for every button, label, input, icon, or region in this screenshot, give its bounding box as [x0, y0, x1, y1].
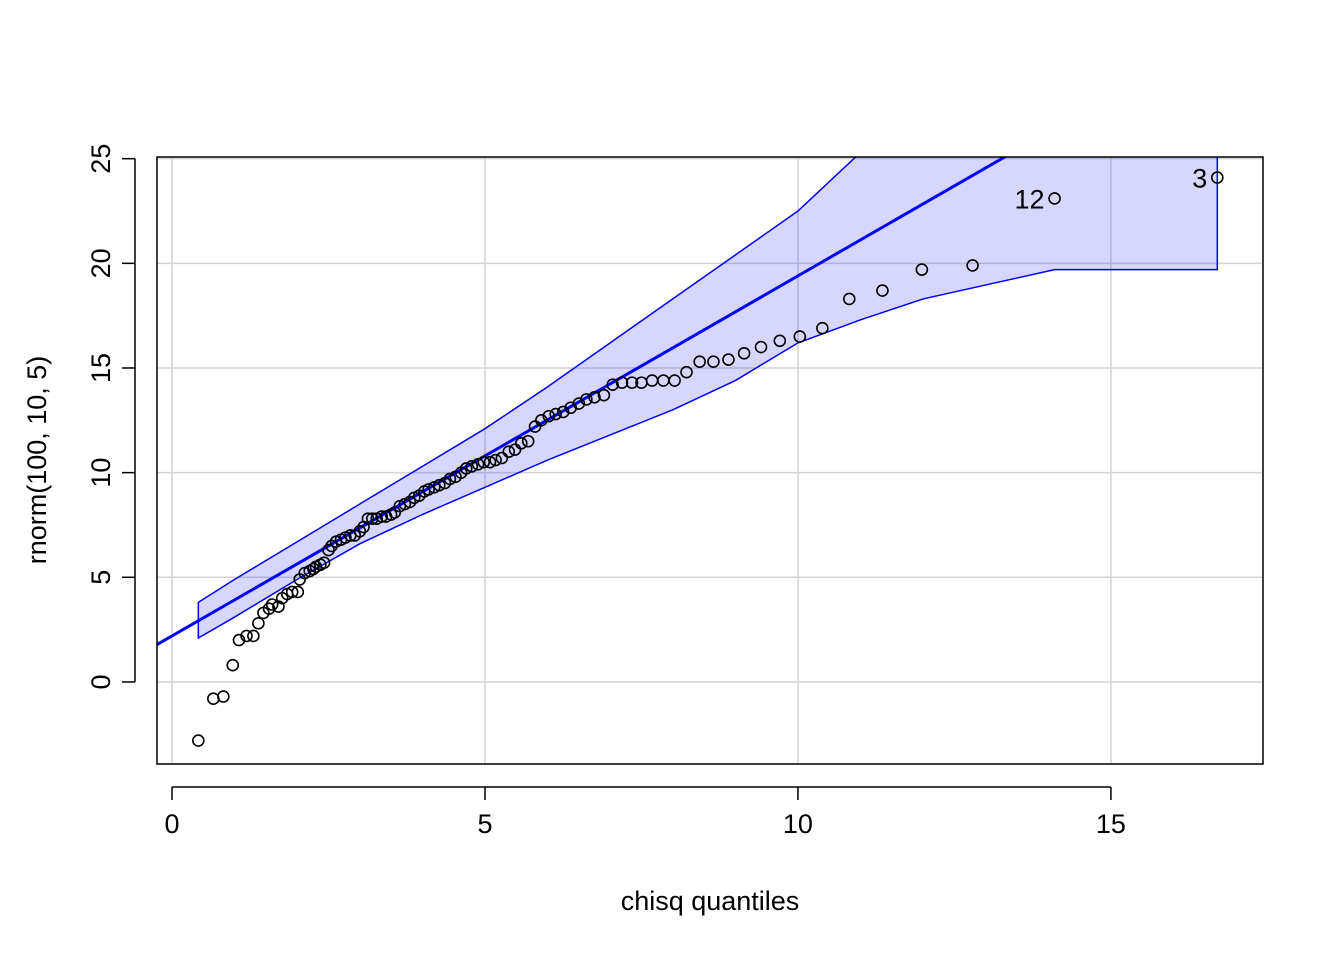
point — [192, 734, 205, 747]
point — [754, 340, 768, 354]
point — [625, 376, 639, 389]
point — [693, 355, 706, 369]
point — [1211, 171, 1224, 184]
point — [422, 483, 435, 496]
point — [668, 374, 681, 387]
point — [207, 692, 220, 705]
x-axis-label: chisq quantiles — [621, 886, 800, 916]
point — [489, 453, 502, 467]
point — [722, 353, 735, 366]
point — [842, 292, 856, 306]
y-tick-label: 20 — [86, 248, 116, 278]
point — [816, 321, 829, 335]
x-tick-label: 15 — [1096, 809, 1126, 839]
plot-area — [157, 157, 1224, 747]
point — [615, 376, 629, 389]
point — [325, 539, 338, 553]
point — [471, 457, 485, 471]
point — [247, 629, 260, 643]
point — [915, 263, 929, 276]
point — [1048, 192, 1061, 205]
y-axis-label: rnorm(100, 10, 5) — [22, 356, 52, 565]
point — [588, 390, 601, 404]
point — [521, 434, 535, 448]
y-tick-label: 25 — [86, 144, 116, 174]
point — [375, 510, 389, 523]
point — [606, 378, 619, 392]
point-label: 3 — [1192, 164, 1207, 194]
point — [514, 437, 528, 450]
point — [535, 414, 548, 427]
point — [252, 617, 265, 630]
point — [542, 409, 556, 423]
point — [508, 443, 522, 456]
point — [495, 451, 509, 465]
point — [773, 334, 787, 348]
point — [217, 690, 230, 703]
point — [707, 355, 720, 369]
x-tick-label: 0 — [165, 809, 180, 839]
y-tick-label: 0 — [86, 674, 116, 689]
point — [307, 562, 320, 576]
point-label: 12 — [1015, 184, 1045, 214]
point — [549, 407, 563, 421]
plot-frame — [156, 156, 1264, 765]
point — [265, 598, 279, 611]
point — [483, 455, 497, 469]
point — [465, 460, 479, 473]
confidence-envelope — [197, 157, 1219, 640]
point — [459, 462, 473, 475]
x-tick-label: 5 — [477, 809, 492, 839]
point — [528, 420, 542, 433]
point — [556, 405, 570, 419]
point — [443, 472, 457, 486]
point — [572, 397, 586, 410]
point — [477, 455, 491, 469]
point — [226, 658, 240, 672]
point — [876, 284, 889, 297]
point — [793, 330, 807, 343]
point — [353, 524, 367, 538]
point — [285, 585, 299, 599]
point — [403, 495, 417, 509]
point — [361, 512, 375, 525]
point — [366, 512, 379, 525]
point — [291, 585, 305, 599]
point — [737, 347, 751, 360]
y-tick-label: 5 — [86, 570, 116, 585]
point — [317, 556, 331, 569]
point — [597, 388, 611, 402]
x-tick-label: 10 — [783, 809, 813, 839]
y-tick-label: 10 — [86, 458, 116, 488]
point — [432, 478, 446, 492]
point — [680, 365, 693, 379]
point — [966, 259, 979, 272]
point — [232, 633, 246, 647]
point — [580, 393, 593, 406]
y-tick-label: 15 — [86, 353, 116, 383]
point — [502, 445, 516, 459]
point — [240, 629, 253, 643]
